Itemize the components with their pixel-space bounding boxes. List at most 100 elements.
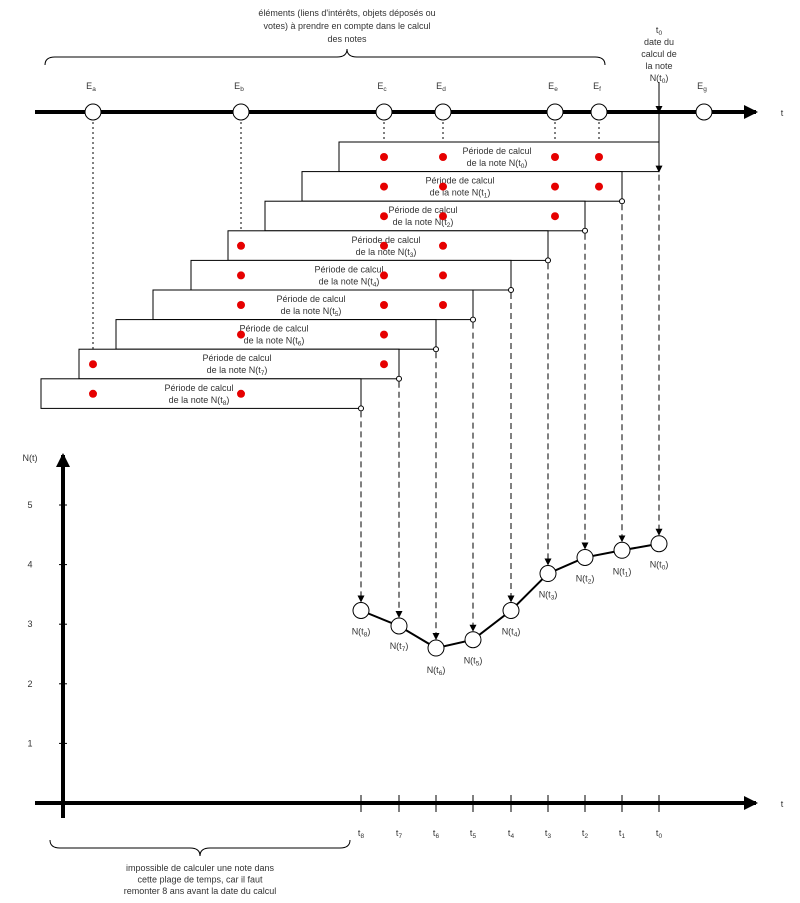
- rating-point: [539, 565, 557, 583]
- bottom-brace-text-part: cette plage de temps, car il faut: [137, 875, 263, 885]
- x-tick-label-part: t: [656, 828, 659, 838]
- element-label-subscript: d: [442, 86, 446, 93]
- period-end-marker: [619, 198, 625, 205]
- period-label-part: de la note N(t: [319, 276, 374, 286]
- rating-point-label-part: N(t: [650, 560, 662, 570]
- top-brace-text-part: des notes: [327, 34, 367, 44]
- period-end-marker: [545, 257, 551, 264]
- period-label-part: de la note N(t: [356, 247, 411, 257]
- period-label-part: Période de calcul: [202, 353, 271, 363]
- period-label-subscript: 7: [261, 370, 265, 377]
- element-dot: [380, 241, 388, 250]
- rating-point-label: N(t3): [539, 590, 558, 602]
- period-end-marker: [433, 346, 439, 353]
- period-label-part: Période de calcul: [425, 176, 494, 186]
- x-tick-label-part: t: [433, 828, 436, 838]
- period-label-part: ): [376, 276, 379, 286]
- element-node: [232, 103, 250, 121]
- period-end-marker: [582, 227, 588, 234]
- rating-point-label-part: N(t: [576, 573, 588, 583]
- y-tick-label: 2: [27, 679, 32, 689]
- x-axis-label-part: t: [781, 799, 784, 809]
- x-tick-label-part: t: [358, 828, 361, 838]
- t0-note-text-part: date du: [644, 37, 674, 47]
- element-dot: [237, 389, 245, 398]
- time-axis-label: t: [781, 108, 784, 118]
- x-tick-label: t7: [396, 828, 403, 840]
- rating-point-label-part: ): [442, 665, 445, 675]
- rating-point-label-part: N(t: [427, 665, 439, 675]
- element-label: Ee: [548, 81, 558, 93]
- rating-point-label-subscript: 1: [625, 571, 629, 578]
- period-label-subscript: 5: [335, 311, 339, 318]
- rating-point-label-subscript: 0: [662, 565, 666, 572]
- rating-point-label-part: N(t: [539, 590, 551, 600]
- period-label: de la note N(t8): [169, 395, 230, 407]
- rating-point-label: N(t8): [352, 626, 371, 638]
- element-dot: [380, 212, 388, 221]
- y-axis-label: N(t): [23, 453, 38, 463]
- x-tick-label-part: t: [396, 828, 399, 838]
- rating-point-label-subscript: 3: [551, 595, 555, 602]
- element-dot: [237, 301, 245, 309]
- period-end-marker: [508, 287, 514, 293]
- x-tick-label-subscript: 4: [510, 833, 514, 840]
- bottom-brace-text: cette plage de temps, car il faut: [137, 875, 263, 885]
- element-dot: [89, 360, 97, 369]
- rating-point-label-part: ): [554, 590, 557, 600]
- top-brace-text: votes) à prendre en compte dans le calcu…: [263, 21, 430, 31]
- period-label-part: ): [264, 365, 267, 375]
- period-label: Période de calcul: [462, 146, 531, 156]
- period-label: de la note N(t0): [467, 158, 528, 170]
- rating-point-label: N(t0): [650, 560, 669, 572]
- period-label-part: Période de calcul: [276, 294, 345, 304]
- period-label-part: de la note N(t: [244, 336, 299, 346]
- period-label-part: Période de calcul: [239, 324, 308, 334]
- x-tick-label: t5: [470, 828, 477, 840]
- period-label: de la note N(t7): [207, 365, 268, 377]
- element-dot: [237, 330, 245, 339]
- rating-point-label: N(t7): [390, 641, 409, 653]
- x-tick-label: t8: [358, 828, 365, 840]
- period-label: de la note N(t4): [319, 276, 380, 288]
- rating-point-label: N(t2): [576, 573, 595, 585]
- top-brace-text-part: éléments (liens d'intérêts, objets dépos…: [258, 8, 435, 18]
- period-label-part: de la note N(t: [207, 365, 262, 375]
- element-dot: [380, 330, 388, 339]
- rating-point: [390, 617, 408, 635]
- x-tick-label: t6: [433, 828, 440, 840]
- period-label: de la note N(t6): [244, 336, 305, 348]
- t0-note-text-part: calcul de: [641, 49, 677, 59]
- period-label-part: Période de calcul: [351, 235, 420, 245]
- element-node: [434, 103, 452, 121]
- period-label-part: ): [487, 188, 490, 198]
- period-label-subscript: 4: [373, 281, 377, 288]
- element-dot: [380, 153, 388, 161]
- x-tick-label-part: t: [470, 828, 473, 838]
- element-label-subscript: a: [92, 86, 96, 93]
- bottom-brace-text: remonter 8 ans avant la date du calcul: [124, 886, 277, 896]
- t0-note-text: la note: [645, 61, 672, 71]
- bottom-brace-text-part: remonter 8 ans avant la date du calcul: [124, 886, 277, 896]
- rating-point-label-part: N(t: [464, 656, 476, 666]
- element-dot: [380, 301, 388, 309]
- rating-point-label-part: N(t: [502, 626, 514, 636]
- rating-point-label-part: ): [405, 641, 408, 651]
- element-label-part: E: [436, 81, 442, 91]
- element-label-part: E: [86, 81, 92, 91]
- rating-point: [352, 601, 370, 619]
- y-tick-label-part: 5: [27, 500, 32, 510]
- rating-point-label-part: ): [367, 626, 370, 636]
- period-label-part: Période de calcul: [164, 383, 233, 393]
- element-dot: [380, 182, 388, 191]
- rating-point-label-part: ): [591, 573, 594, 583]
- y-tick-label: 1: [27, 738, 32, 748]
- x-tick-label: t4: [508, 828, 515, 840]
- period-label-subscript: 0: [521, 163, 525, 170]
- t0-label: t0: [656, 25, 663, 37]
- element-dot: [551, 182, 559, 191]
- x-tick-label-subscript: 2: [584, 833, 588, 840]
- period-label-part: ): [413, 247, 416, 257]
- element-dot: [380, 271, 388, 280]
- t0-label-part: t: [656, 25, 659, 35]
